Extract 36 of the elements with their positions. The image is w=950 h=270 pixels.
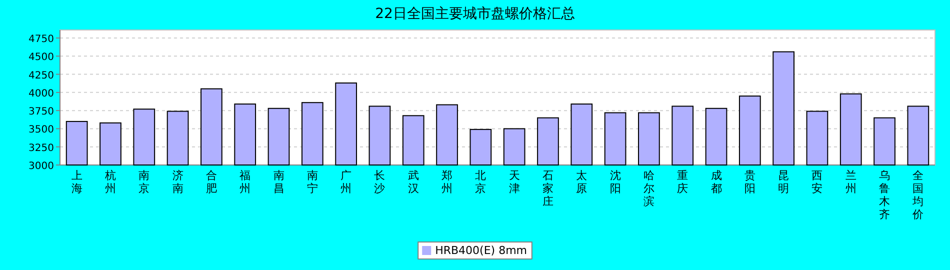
x-tick-label: 合肥 [206,169,217,195]
x-tick-label: 兰州 [845,169,856,195]
x-tick-label: 杭州 [104,169,116,195]
x-tick-label: 石家庄 [542,169,554,208]
y-tick-label: 3250 [28,142,54,154]
y-tick-label: 3750 [28,106,54,118]
x-tick-label: 南京 [138,169,150,195]
x-tick-label: 天津 [508,169,520,195]
y-tick-label: 4500 [28,52,54,64]
x-tick-label: 沈阳 [610,169,621,195]
x-tick-label: 乌鲁木齐 [879,169,890,221]
x-tick-label: 贵阳 [744,169,756,195]
x-tick-label: 济南 [172,169,184,195]
x-tick-label: 南昌 [273,169,284,195]
x-tick-label: 太原 [576,169,588,195]
x-tick-label: 成都 [710,169,722,195]
x-tick-label: 重庆 [677,169,688,195]
x-tick-label: 昆明 [778,169,790,195]
y-tick-label: 4000 [28,88,54,100]
x-tick-label: 全国均价 [912,169,924,221]
x-tick-label: 南宁 [306,169,318,195]
y-tick-label: 3000 [28,161,54,172]
x-tick-label: 福州 [240,169,251,195]
legend-label: HRB400(E) 8mm [435,244,528,257]
x-tick-label: 哈尔滨 [643,169,654,208]
y-tick-label: 4250 [28,70,54,82]
chart-title: 22日全国主要城市盘螺价格汇总 [375,6,575,22]
x-tick-label: 西安 [812,169,823,195]
x-tick-label: 郑州 [442,169,453,195]
x-tick-label: 北京 [475,169,486,195]
y-tick-label: 4750 [28,34,54,45]
x-tick-label: 长沙 [374,169,386,195]
x-tick-label: 上海 [71,169,82,195]
x-tick-label: 武汉 [408,169,419,195]
y-tick-label: 3500 [28,124,54,136]
x-tick-label: 广州 [340,169,352,195]
